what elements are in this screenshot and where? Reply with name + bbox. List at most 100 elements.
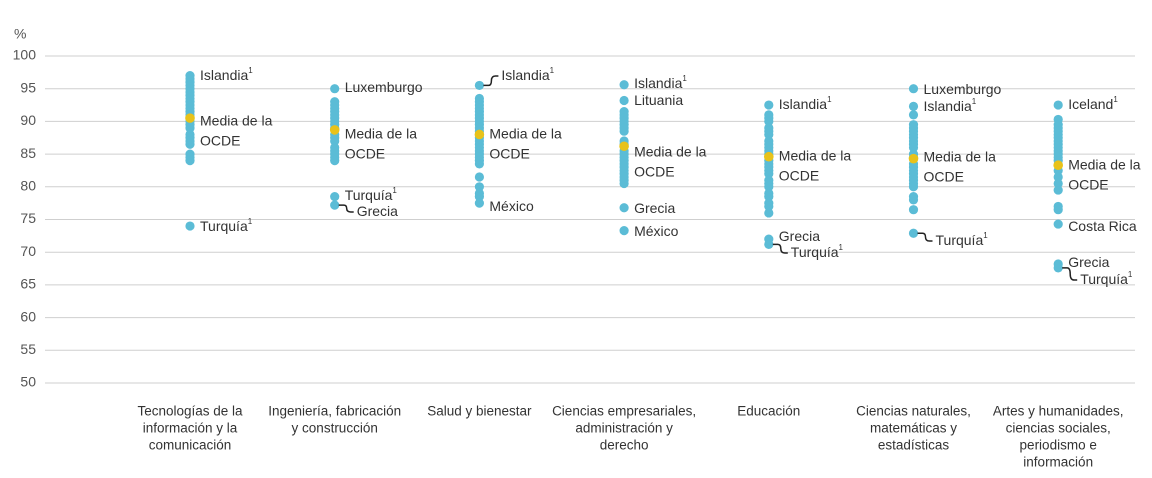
leader-line [917,232,933,242]
country-label: Grecia [1068,254,1109,270]
country-label: Turquía1 [936,231,989,248]
x-tick-label: Artes y humanidades, [993,404,1124,419]
average-label: Media de la [345,126,418,142]
country-name: Grecia [634,200,675,216]
country-dot [185,71,195,81]
country-dot [908,182,919,192]
country-dot [474,198,484,208]
y-tick-label: 90 [20,112,36,128]
y-tick-label: 85 [20,145,36,161]
country-dot [764,169,774,179]
country-name: Grecia [357,203,398,219]
x-tick-label: administración y [575,421,673,436]
country-name: Iceland [1068,96,1113,112]
average-dot [185,113,195,123]
country-dot [330,200,340,210]
footnote-mark: 1 [1113,95,1118,104]
country-name: Islandia [779,96,827,112]
country-dot [764,201,774,212]
country-dot [185,156,195,166]
country-name: Islandia [634,75,682,91]
y-tick-label: 95 [20,79,36,95]
country-dot [908,101,919,111]
country-label: Turquía1 [345,186,398,203]
x-tick-label: Tecnologías de la [137,404,243,419]
footnote-mark: 1 [248,217,253,226]
y-unit: % [14,26,26,42]
average-dot [1053,160,1063,171]
y-tick-label: 75 [20,210,36,226]
country-dot [474,192,484,202]
average-label: Media de la [1068,157,1141,173]
country-name: Luxemburgo [924,81,1002,97]
footnote-mark: 1 [983,231,988,240]
country-name: Turquía [936,232,984,248]
leader-line [1062,267,1078,281]
average-dot [764,151,774,162]
country-name: Lituania [634,92,683,108]
x-tick-label: información y la [143,421,238,436]
country-dot [764,239,774,249]
country-name: Luxemburgo [345,79,423,95]
country-dot [908,84,919,94]
average-label: OCDE [779,168,819,184]
country-dot [330,136,340,146]
country-dot [619,80,629,90]
country-name: Turquía [345,187,393,203]
y-tick-label: 65 [20,276,36,292]
x-tick-label: ciencias sociales, [1006,421,1111,436]
country-dot [619,226,629,236]
country-dot [764,100,774,110]
country-label: Islandia1 [200,66,253,83]
average-dot [908,153,919,164]
country-name: Grecia [1068,254,1109,270]
x-tick-label: información [1023,455,1093,470]
x-tick-label: Ingeniería, fabricación [268,404,401,419]
average-dot [474,129,485,140]
average-label: OCDE [634,164,674,180]
leader-line [772,243,788,254]
country-dot [1053,100,1063,110]
y-tick-label: 70 [20,243,36,259]
country-dot [764,192,774,202]
country-dot [474,172,484,182]
country-dot [330,192,340,202]
x-tick-label: derecho [600,438,649,453]
country-dot [330,156,340,166]
average-label: OCDE [345,146,385,162]
footnote-mark: 1 [972,97,977,106]
country-dot [474,80,484,91]
country-dot [474,159,484,169]
country-dot [1053,185,1063,195]
country-label: Grecia [779,228,820,244]
footnote-mark: 1 [550,66,555,75]
country-dot [185,221,195,231]
y-tick-label: 55 [20,341,36,357]
country-label: Islandia1 [634,74,687,91]
country-label: México [634,223,679,239]
country-name: Islandia [200,67,248,83]
country-label: México [489,198,534,214]
y-tick-label: 80 [20,178,36,194]
footnote-mark: 1 [682,74,687,83]
country-dot [1053,263,1063,273]
footnote-mark: 1 [392,186,397,195]
x-tick-label: matemáticas y [870,421,957,436]
country-name: Turquía [791,244,839,260]
country-name: México [634,223,679,239]
country-name: Islandia [924,98,972,114]
country-label: Grecia [357,203,398,219]
footnote-mark: 1 [1128,270,1133,279]
country-name: Costa Rica [1068,218,1137,234]
country-dot [619,95,629,106]
average-label: Media de la [924,149,997,165]
country-dot [330,84,340,94]
country-dot [1053,219,1063,229]
country-dot [474,182,484,192]
average-label: OCDE [1068,177,1108,193]
average-label: OCDE [200,133,240,149]
x-tick-label: Ciencias empresariales, [552,404,696,419]
country-dot [764,129,774,140]
country-dot [908,110,919,120]
x-tick-label: Educación [737,404,800,419]
